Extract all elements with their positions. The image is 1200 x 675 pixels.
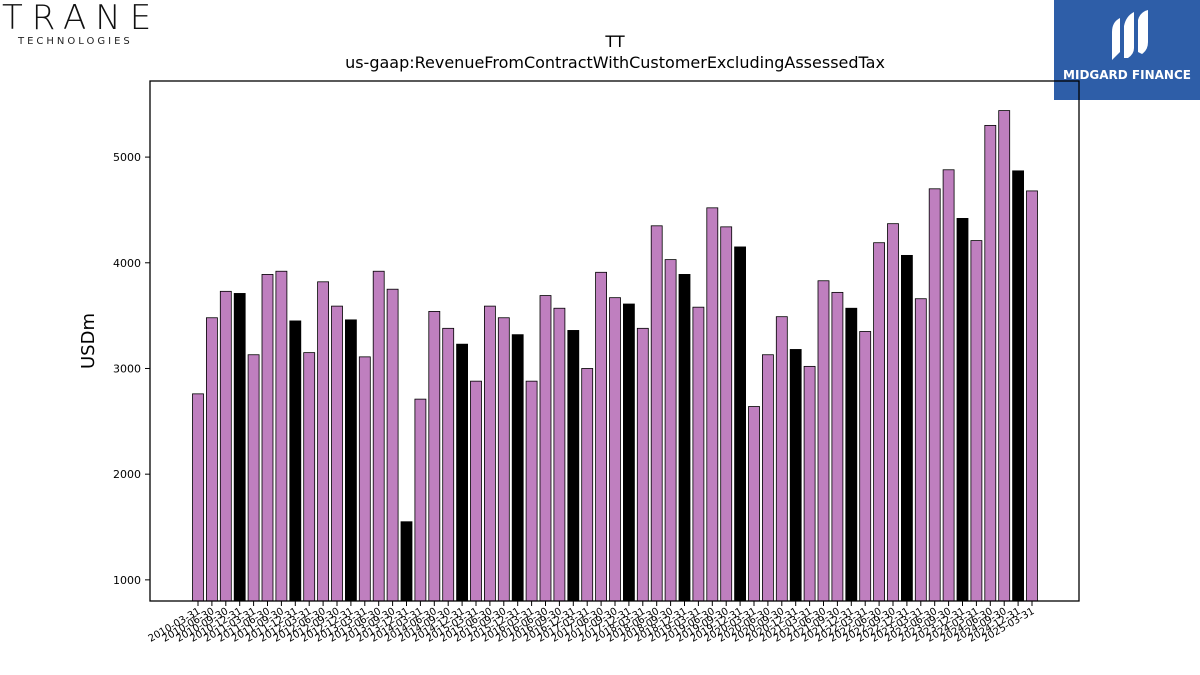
bar-2015-09-30	[497, 317, 510, 602]
bar-2013-12-31	[400, 521, 413, 602]
midgard-mark-icon	[1112, 10, 1148, 60]
bar-2013-09-30	[386, 288, 399, 602]
bar-2021-03-31	[803, 365, 816, 602]
bar-2017-12-31	[623, 303, 635, 602]
bar-2020-12-31	[789, 349, 802, 602]
bar-2013-06-30	[372, 270, 385, 602]
bar-2021-12-31	[845, 307, 858, 602]
bar-2011-06-30	[261, 274, 274, 602]
bar-2022-12-31	[901, 254, 913, 602]
bar-2012-09-30	[331, 305, 343, 602]
bar-2016-12-31	[567, 330, 580, 602]
bar-2010-09-30	[219, 290, 232, 602]
bar-2012-03-31	[303, 352, 316, 602]
bar-2010-06-30	[205, 317, 218, 602]
bar-2021-06-30	[817, 280, 830, 602]
midgard-finance-logo: MIDGARD FINANCE	[1054, 0, 1200, 100]
trane-wordmark: TRANE	[2, 0, 161, 38]
bar-2017-03-31	[581, 368, 594, 602]
y-tick-label: 1000	[113, 574, 141, 587]
bar-2017-09-30	[609, 297, 621, 602]
midgard-wordmark: MIDGARD FINANCE	[1063, 68, 1191, 82]
bar-2014-06-30	[428, 311, 441, 602]
bar-2022-06-30	[873, 242, 885, 602]
bar-2023-06-30	[928, 188, 941, 602]
bar-2020-06-30	[762, 354, 774, 602]
bar-2010-12-31	[233, 293, 246, 602]
bar-2011-03-31	[247, 354, 260, 602]
trane-subtitle: TECHNOLOGIES	[18, 36, 133, 47]
bar-2015-12-31	[511, 334, 524, 602]
bar-2023-03-31	[914, 298, 927, 602]
bar-2018-03-31	[636, 327, 649, 602]
bar-2016-06-30	[539, 295, 552, 602]
bar-2016-03-31	[525, 380, 538, 602]
y-ticks-group: 1000 2000 3000 4000 5000	[113, 151, 150, 587]
y-tick-label: 2000	[113, 468, 141, 481]
bar-2018-09-30	[664, 259, 677, 602]
bar-2012-06-30	[317, 281, 330, 602]
bar-2021-09-30	[831, 291, 844, 602]
bar-2011-09-30	[275, 270, 288, 602]
bar-2012-12-31	[344, 319, 357, 602]
bar-2023-12-31	[956, 217, 969, 602]
bar-2015-03-31	[470, 380, 482, 602]
chart-title: TT	[604, 32, 624, 51]
y-axis-label: USDm	[78, 313, 99, 369]
bar-2019-12-31	[734, 246, 746, 602]
bar-2019-06-30	[706, 207, 719, 602]
bar-2018-06-30	[650, 225, 663, 602]
bar-2011-12-31	[289, 320, 302, 602]
x-ticks-group: 2010-03-312010-06-302010-09-302010-12-31…	[147, 601, 1037, 645]
bar-2010-03-31	[192, 393, 204, 602]
bar-2019-03-31	[692, 306, 705, 602]
bar-2025-03-31	[1026, 190, 1038, 602]
bar-2018-12-31	[678, 274, 691, 602]
trane-technologies-logo: TRANE TECHNOLOGIES	[2, 0, 162, 52]
bar-2024-06-30	[984, 124, 997, 602]
bar-2019-09-30	[720, 226, 733, 602]
bar-2024-09-30	[998, 110, 1011, 602]
bar-2022-03-31	[859, 331, 872, 602]
bar-2017-06-30	[595, 271, 607, 602]
bar-2013-03-31	[358, 356, 371, 602]
bar-2020-09-30	[775, 316, 788, 602]
bar-2024-12-31	[1012, 170, 1024, 602]
bar-2014-09-30	[442, 327, 455, 602]
y-tick-label: 4000	[113, 257, 141, 270]
y-tick-label: 3000	[113, 362, 141, 375]
bar-2016-09-30	[553, 307, 566, 602]
plot-frame	[149, 80, 1080, 602]
bar-2022-09-30	[887, 223, 899, 602]
chart-subtitle: us-gaap:RevenueFromContractWithCustomerE…	[345, 53, 885, 72]
bar-2015-06-30	[483, 305, 496, 602]
bar-2014-12-31	[456, 343, 469, 602]
bars-group	[192, 110, 1038, 602]
bar-2023-09-30	[942, 169, 955, 602]
bar-2020-03-31	[748, 406, 760, 602]
bar-2024-03-31	[970, 240, 983, 602]
bar-2014-03-31	[414, 398, 427, 602]
y-tick-label: 5000	[113, 151, 141, 164]
